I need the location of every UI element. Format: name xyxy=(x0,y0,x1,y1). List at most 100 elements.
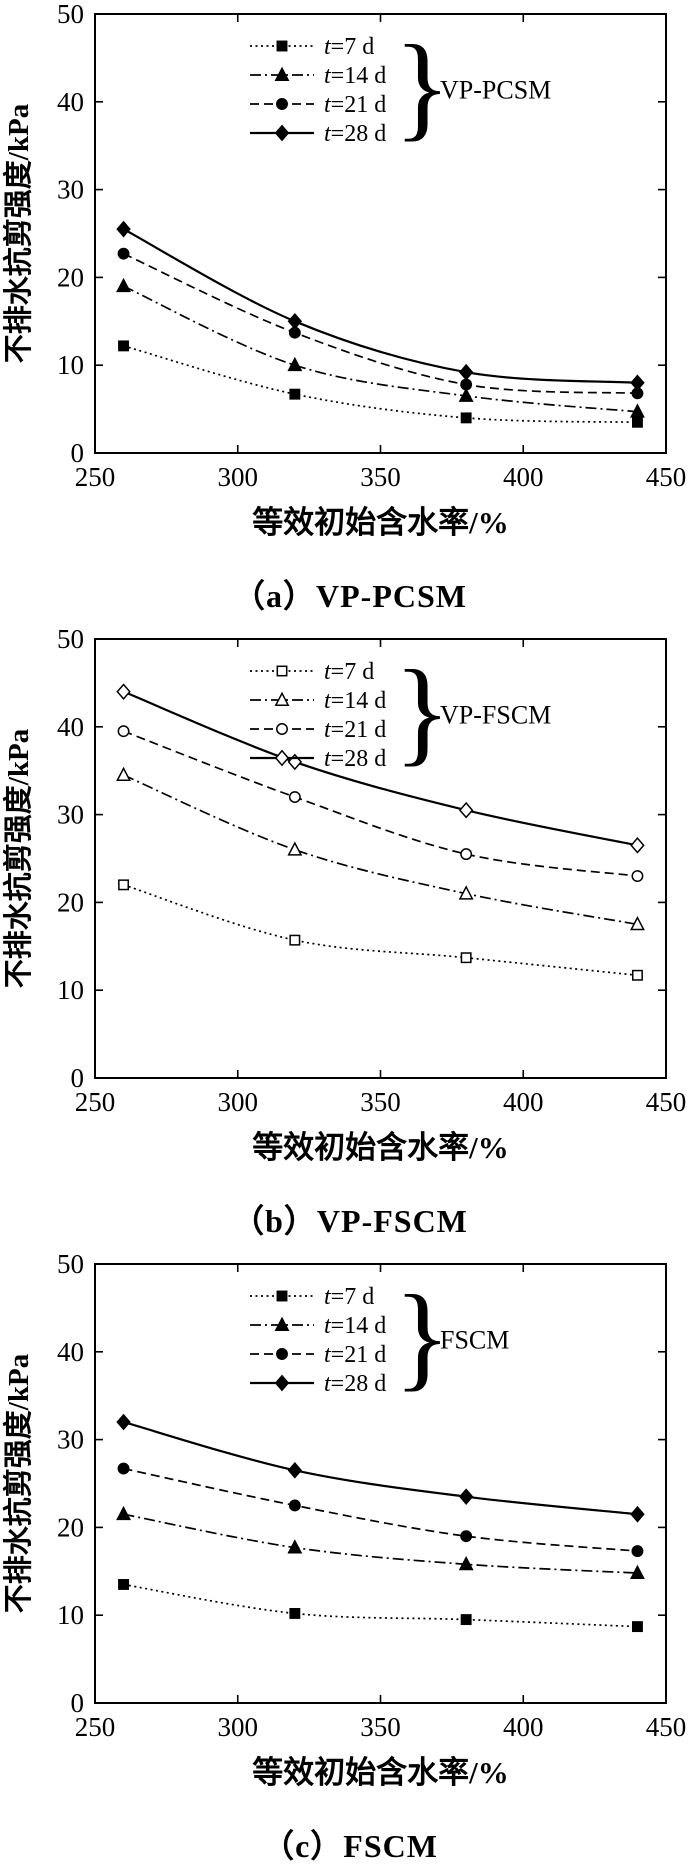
x-tick-label: 250 xyxy=(75,1087,116,1117)
series-marker-t-14-d xyxy=(287,1539,303,1554)
legend-marker-t-7-d xyxy=(276,1290,288,1302)
x-tick-label: 400 xyxy=(503,462,544,492)
series-marker-t-14-d xyxy=(630,403,645,418)
series-marker-t-21-d xyxy=(631,1545,644,1558)
y-tick-label: 20 xyxy=(57,887,84,917)
series-marker-t-7-d xyxy=(460,952,472,964)
legend-marker-t-28-d xyxy=(274,749,290,767)
y-tick-label: 10 xyxy=(57,1600,84,1630)
series-marker-t-21-d xyxy=(288,1499,301,1512)
legend-group-label: VP-FSCM xyxy=(440,701,551,730)
series-marker-t-14-d xyxy=(287,841,303,856)
y-axis-title: 不排水抗剪强度/kPa xyxy=(1,728,35,988)
series-marker-t-7-d xyxy=(632,969,643,981)
legend-label-t-7-d: t=7 d xyxy=(324,659,374,685)
x-tick-label: 300 xyxy=(218,1087,259,1117)
series-marker-t-28-d xyxy=(630,374,645,392)
x-tick-label: 450 xyxy=(646,1087,687,1117)
legend-label-t-14-d: t=14 d xyxy=(324,1313,386,1339)
legend-marker-t-14-d xyxy=(274,691,290,706)
series-line-t-14-d xyxy=(123,774,638,926)
series-marker-t-14-d xyxy=(458,1555,474,1571)
legend-brace: } xyxy=(394,646,451,777)
y-tick-label: 40 xyxy=(57,1337,84,1367)
legend-group-label: VP-PCSM xyxy=(440,76,551,105)
series-marker-t-7-d xyxy=(118,340,129,352)
legend-label-t-28-d: t=28 d xyxy=(324,121,386,147)
legend-label-t-28-d: t=28 d xyxy=(324,1371,386,1397)
legend-label-t-21-d: t=21 d xyxy=(324,1342,386,1368)
y-tick-label: 0 xyxy=(71,1688,85,1718)
y-tick-label: 20 xyxy=(57,1512,84,1542)
series-line-t-28-d xyxy=(123,228,638,384)
series-line-t-7-d xyxy=(123,884,638,977)
series-marker-t-28-d xyxy=(630,836,645,854)
series-line-t-21-d xyxy=(123,730,638,877)
x-tick-label: 350 xyxy=(360,1087,401,1117)
series-marker-t-21-d xyxy=(117,725,130,738)
series-marker-t-21-d xyxy=(460,848,473,861)
legend-group-label: FSCM xyxy=(440,1326,509,1355)
series-marker-t-28-d xyxy=(458,363,474,381)
series-marker-t-14-d xyxy=(116,766,131,782)
x-tick-label: 400 xyxy=(503,1087,544,1117)
y-tick-label: 40 xyxy=(57,87,84,117)
series-marker-t-14-d xyxy=(116,277,131,293)
legend-marker-t-21-d xyxy=(276,98,288,110)
legend-marker-t-21-d xyxy=(276,723,288,735)
series-line-t-28-d xyxy=(123,1420,638,1516)
x-tick-label: 450 xyxy=(646,1712,687,1742)
y-tick-label: 50 xyxy=(57,0,84,29)
y-tick-label: 30 xyxy=(57,1425,84,1455)
series-marker-t-7-d xyxy=(460,412,472,424)
legend-marker-t-28-d xyxy=(274,124,290,142)
axis-ticks xyxy=(94,1263,667,1704)
chart-c-fscm: 250 300 350 400 450 0 10 20 30 40 50 等效初始含水率/% 不排水抗剪… xyxy=(1,1250,687,1790)
series-marker-t-21-d xyxy=(288,791,301,803)
legend-marker-t-21-d xyxy=(276,1348,288,1360)
legend-label-t-14-d: t=14 d xyxy=(324,688,386,714)
series-line-t-21-d xyxy=(123,1467,638,1552)
series-line-t-21-d xyxy=(123,252,638,395)
chart-panel-a: 250 300 350 400 450 0 10 20 30 40 50 等效初始含水率/% 不排水抗剪… xyxy=(0,0,700,625)
series-line-t-14-d xyxy=(123,285,638,413)
y-tick-label: 50 xyxy=(57,1250,84,1279)
series-marker-t-28-d xyxy=(116,1413,131,1431)
series-marker-t-7-d xyxy=(460,1614,472,1626)
series-marker-t-21-d xyxy=(460,378,473,391)
x-axis-title: 等效初始含水率/% xyxy=(252,505,509,540)
axis-ticks xyxy=(94,638,667,1079)
chart-panel-c: 250 300 350 400 450 0 10 20 30 40 50 等效初始含水率/% 不排水抗剪… xyxy=(0,1250,700,1875)
y-tick-label: 30 xyxy=(57,800,84,830)
series-marker-t-14-d xyxy=(116,1505,131,1521)
series-marker-t-7-d xyxy=(289,1607,301,1619)
legend-brace: } xyxy=(394,21,451,152)
y-tick-label: 40 xyxy=(57,712,84,742)
x-axis-title: 等效初始含水率/% xyxy=(252,1130,509,1165)
legend-label-t-21-d: t=21 d xyxy=(324,717,386,743)
series-marker-t-7-d xyxy=(118,879,129,891)
series-marker-t-21-d xyxy=(631,870,644,883)
legend-marker-t-28-d xyxy=(274,1374,290,1392)
x-axis-title: 等效初始含水率/% xyxy=(252,1755,509,1790)
series-marker-t-28-d xyxy=(458,801,474,819)
axis-ticks xyxy=(94,13,667,454)
series-marker-t-7-d xyxy=(289,934,301,946)
series-marker-t-28-d xyxy=(458,1488,474,1506)
series-line-t-28-d xyxy=(123,690,638,847)
legend-label-t-21-d: t=21 d xyxy=(324,92,386,118)
x-tick-label: 400 xyxy=(503,1712,544,1742)
series-line-t-14-d xyxy=(123,1513,638,1574)
chart-b-vp-fscm: 250 300 350 400 450 0 10 20 30 40 50 等效初始含水率/% 不排水抗剪… xyxy=(1,625,687,1165)
series-marker-t-7-d xyxy=(118,1579,129,1590)
series-marker-t-28-d xyxy=(630,1505,645,1523)
chart-caption-c: （c）FSCM xyxy=(262,1828,438,1864)
x-tick-label: 250 xyxy=(75,462,116,492)
series-marker-t-28-d xyxy=(116,220,131,238)
series-line-t-7-d xyxy=(123,1583,638,1628)
legend-marker-t-14-d xyxy=(274,1316,290,1331)
y-tick-label: 10 xyxy=(57,350,84,380)
x-tick-label: 450 xyxy=(646,462,687,492)
series-marker-t-14-d xyxy=(630,916,645,931)
